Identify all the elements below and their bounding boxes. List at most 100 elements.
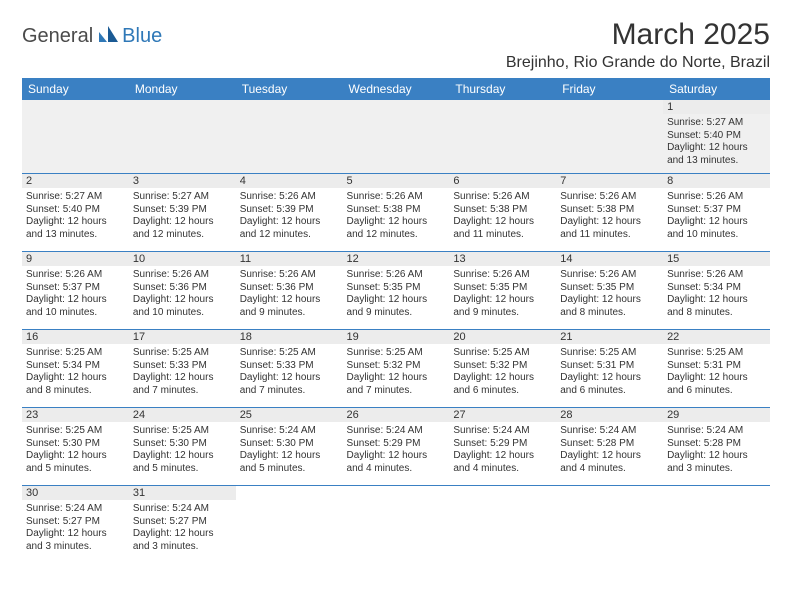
day-number: 24 <box>129 408 236 422</box>
day-info: Sunrise: 5:26 AMSunset: 5:35 PMDaylight:… <box>343 267 450 329</box>
location-label: Brejinho, Rio Grande do Norte, Brazil <box>506 54 770 72</box>
day-number: 13 <box>449 252 556 266</box>
dayhead-fri: Friday <box>556 78 663 100</box>
day-info: Sunrise: 5:26 AMSunset: 5:34 PMDaylight:… <box>663 267 770 329</box>
day-info: Sunrise: 5:25 AMSunset: 5:33 PMDaylight:… <box>129 345 236 407</box>
day-cell <box>129 100 236 174</box>
day-number: 20 <box>449 330 556 344</box>
logo-text-blue: Blue <box>122 25 162 48</box>
day-cell <box>236 100 343 174</box>
day-number: 14 <box>556 252 663 266</box>
day-info: Sunrise: 5:27 AMSunset: 5:40 PMDaylight:… <box>663 115 770 173</box>
day-info: Sunrise: 5:24 AMSunset: 5:28 PMDaylight:… <box>556 423 663 485</box>
day-cell: 1Sunrise: 5:27 AMSunset: 5:40 PMDaylight… <box>663 100 770 174</box>
day-number: 28 <box>556 408 663 422</box>
day-number: 17 <box>129 330 236 344</box>
day-cell: 23Sunrise: 5:25 AMSunset: 5:30 PMDayligh… <box>22 408 129 486</box>
day-header-row: Sunday Monday Tuesday Wednesday Thursday… <box>22 78 770 100</box>
day-cell: 19Sunrise: 5:25 AMSunset: 5:32 PMDayligh… <box>343 330 450 408</box>
day-cell: 13Sunrise: 5:26 AMSunset: 5:35 PMDayligh… <box>449 252 556 330</box>
dayhead-tue: Tuesday <box>236 78 343 100</box>
day-cell: 31Sunrise: 5:24 AMSunset: 5:27 PMDayligh… <box>129 486 236 564</box>
day-info: Sunrise: 5:25 AMSunset: 5:31 PMDaylight:… <box>556 345 663 407</box>
day-cell: 2Sunrise: 5:27 AMSunset: 5:40 PMDaylight… <box>22 174 129 252</box>
day-number: 9 <box>22 252 129 266</box>
day-cell: 5Sunrise: 5:26 AMSunset: 5:38 PMDaylight… <box>343 174 450 252</box>
calendar-table: Sunday Monday Tuesday Wednesday Thursday… <box>22 78 770 563</box>
day-cell <box>556 100 663 174</box>
day-number: 12 <box>343 252 450 266</box>
day-info: Sunrise: 5:26 AMSunset: 5:35 PMDaylight:… <box>556 267 663 329</box>
day-number: 1 <box>663 100 770 114</box>
day-cell: 27Sunrise: 5:24 AMSunset: 5:29 PMDayligh… <box>449 408 556 486</box>
day-cell: 10Sunrise: 5:26 AMSunset: 5:36 PMDayligh… <box>129 252 236 330</box>
day-cell: 22Sunrise: 5:25 AMSunset: 5:31 PMDayligh… <box>663 330 770 408</box>
logo-sail-icon <box>97 24 119 49</box>
day-number: 18 <box>236 330 343 344</box>
day-info: Sunrise: 5:25 AMSunset: 5:30 PMDaylight:… <box>129 423 236 485</box>
day-info: Sunrise: 5:27 AMSunset: 5:39 PMDaylight:… <box>129 189 236 251</box>
day-cell: 12Sunrise: 5:26 AMSunset: 5:35 PMDayligh… <box>343 252 450 330</box>
day-cell: 3Sunrise: 5:27 AMSunset: 5:39 PMDaylight… <box>129 174 236 252</box>
dayhead-thu: Thursday <box>449 78 556 100</box>
day-cell: 28Sunrise: 5:24 AMSunset: 5:28 PMDayligh… <box>556 408 663 486</box>
day-info: Sunrise: 5:26 AMSunset: 5:37 PMDaylight:… <box>22 267 129 329</box>
day-cell <box>663 486 770 564</box>
dayhead-sun: Sunday <box>22 78 129 100</box>
day-info: Sunrise: 5:25 AMSunset: 5:34 PMDaylight:… <box>22 345 129 407</box>
day-number: 23 <box>22 408 129 422</box>
day-info: Sunrise: 5:24 AMSunset: 5:30 PMDaylight:… <box>236 423 343 485</box>
day-number: 16 <box>22 330 129 344</box>
day-number: 22 <box>663 330 770 344</box>
day-info: Sunrise: 5:26 AMSunset: 5:38 PMDaylight:… <box>343 189 450 251</box>
day-number: 26 <box>343 408 450 422</box>
day-info: Sunrise: 5:25 AMSunset: 5:32 PMDaylight:… <box>343 345 450 407</box>
logo-text-general: General <box>22 25 93 48</box>
day-cell <box>449 100 556 174</box>
day-info: Sunrise: 5:24 AMSunset: 5:27 PMDaylight:… <box>129 501 236 563</box>
day-cell: 20Sunrise: 5:25 AMSunset: 5:32 PMDayligh… <box>449 330 556 408</box>
day-cell: 6Sunrise: 5:26 AMSunset: 5:38 PMDaylight… <box>449 174 556 252</box>
day-number: 5 <box>343 174 450 188</box>
week-row: 23Sunrise: 5:25 AMSunset: 5:30 PMDayligh… <box>22 408 770 486</box>
week-row: 2Sunrise: 5:27 AMSunset: 5:40 PMDaylight… <box>22 174 770 252</box>
day-info: Sunrise: 5:24 AMSunset: 5:28 PMDaylight:… <box>663 423 770 485</box>
day-number: 30 <box>22 486 129 500</box>
day-info: Sunrise: 5:26 AMSunset: 5:36 PMDaylight:… <box>236 267 343 329</box>
logo: General Blue <box>22 24 162 49</box>
day-info: Sunrise: 5:26 AMSunset: 5:37 PMDaylight:… <box>663 189 770 251</box>
day-cell: 30Sunrise: 5:24 AMSunset: 5:27 PMDayligh… <box>22 486 129 564</box>
week-row: 1Sunrise: 5:27 AMSunset: 5:40 PMDaylight… <box>22 100 770 174</box>
week-row: 30Sunrise: 5:24 AMSunset: 5:27 PMDayligh… <box>22 486 770 564</box>
day-info: Sunrise: 5:24 AMSunset: 5:29 PMDaylight:… <box>449 423 556 485</box>
day-info: Sunrise: 5:26 AMSunset: 5:36 PMDaylight:… <box>129 267 236 329</box>
day-cell: 15Sunrise: 5:26 AMSunset: 5:34 PMDayligh… <box>663 252 770 330</box>
day-cell: 24Sunrise: 5:25 AMSunset: 5:30 PMDayligh… <box>129 408 236 486</box>
day-number: 27 <box>449 408 556 422</box>
day-number: 29 <box>663 408 770 422</box>
day-number: 15 <box>663 252 770 266</box>
day-number: 25 <box>236 408 343 422</box>
day-number: 8 <box>663 174 770 188</box>
day-number: 7 <box>556 174 663 188</box>
day-info: Sunrise: 5:26 AMSunset: 5:35 PMDaylight:… <box>449 267 556 329</box>
day-info: Sunrise: 5:25 AMSunset: 5:32 PMDaylight:… <box>449 345 556 407</box>
dayhead-mon: Monday <box>129 78 236 100</box>
day-cell <box>236 486 343 564</box>
day-info: Sunrise: 5:26 AMSunset: 5:39 PMDaylight:… <box>236 189 343 251</box>
day-cell: 14Sunrise: 5:26 AMSunset: 5:35 PMDayligh… <box>556 252 663 330</box>
day-cell: 29Sunrise: 5:24 AMSunset: 5:28 PMDayligh… <box>663 408 770 486</box>
header: General Blue March 2025 Brejinho, Rio Gr… <box>22 18 770 72</box>
day-info: Sunrise: 5:27 AMSunset: 5:40 PMDaylight:… <box>22 189 129 251</box>
day-number: 3 <box>129 174 236 188</box>
day-cell: 4Sunrise: 5:26 AMSunset: 5:39 PMDaylight… <box>236 174 343 252</box>
day-info: Sunrise: 5:25 AMSunset: 5:31 PMDaylight:… <box>663 345 770 407</box>
day-number: 10 <box>129 252 236 266</box>
day-number: 31 <box>129 486 236 500</box>
day-cell: 17Sunrise: 5:25 AMSunset: 5:33 PMDayligh… <box>129 330 236 408</box>
week-row: 16Sunrise: 5:25 AMSunset: 5:34 PMDayligh… <box>22 330 770 408</box>
calendar-body: 1Sunrise: 5:27 AMSunset: 5:40 PMDaylight… <box>22 100 770 563</box>
day-cell <box>343 486 450 564</box>
day-info: Sunrise: 5:24 AMSunset: 5:29 PMDaylight:… <box>343 423 450 485</box>
day-info: Sunrise: 5:25 AMSunset: 5:30 PMDaylight:… <box>22 423 129 485</box>
